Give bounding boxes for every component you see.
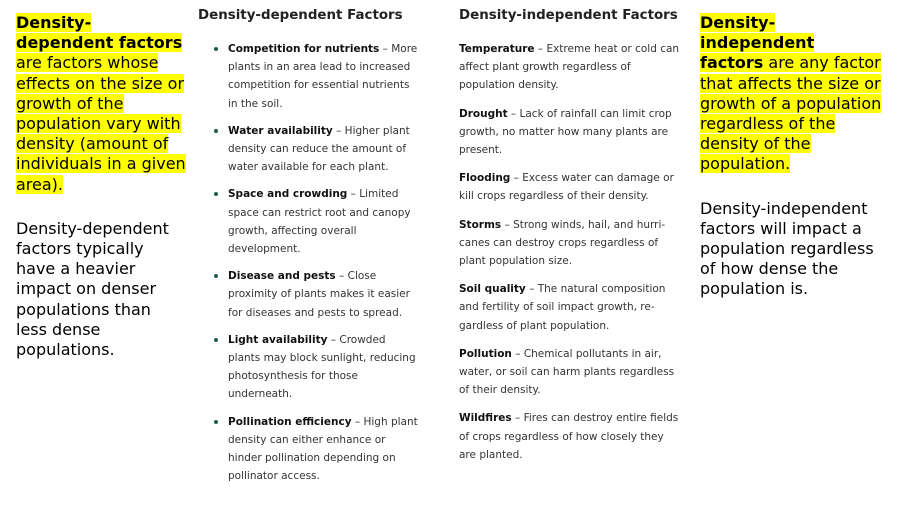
independent-definition-term: Density-independent factors bbox=[700, 13, 815, 73]
dependent-factor-item: Light availability – Crowded plants may … bbox=[214, 331, 420, 404]
dependent-factor-item: Competition for nutrients – More plants … bbox=[214, 40, 420, 113]
dependent-definition-text: are factors whose effects on the size or… bbox=[16, 53, 186, 194]
independent-definition-text: are any factor that affects the size or … bbox=[700, 53, 882, 174]
independent-definition: Density-independent factors are any fact… bbox=[700, 13, 882, 175]
factor-description: – High plant density can either enhance … bbox=[228, 415, 418, 483]
dependent-factor-item: Disease and pests – Close proximity of p… bbox=[214, 267, 420, 322]
left-definition-column: Density-dependent factors are factors wh… bbox=[16, 13, 186, 360]
dependent-note: Density-dependent factors typically have… bbox=[16, 218, 169, 360]
bullet-icon bbox=[214, 337, 218, 342]
factor-description: – Higher plant density can reduce the am… bbox=[228, 124, 410, 174]
independent-factor-item: Soil quality – The natural composition a… bbox=[459, 280, 681, 335]
factor-description: – Extreme heat or cold can affect plant … bbox=[459, 43, 680, 92]
bullet-icon bbox=[214, 419, 218, 424]
factor-term: Wildfires bbox=[459, 412, 512, 425]
dependent-factors-title: Density-dependent Factors bbox=[198, 8, 403, 23]
dependent-factors-list: Competition for nutrients – More plants … bbox=[198, 40, 420, 485]
factor-term: Storms bbox=[459, 218, 502, 231]
factor-term: Drought bbox=[459, 107, 508, 120]
bullet-icon bbox=[214, 47, 218, 51]
factor-description: – Lack of rainfall can limit crop growth… bbox=[459, 107, 672, 157]
factor-term: Light availability bbox=[228, 333, 328, 346]
independent-factor-item: Wildfires – Fires can destroy entire fie… bbox=[459, 409, 681, 464]
factor-term: Pollution bbox=[459, 347, 512, 360]
dependent-factor-item: Water availability – Higher plant densit… bbox=[214, 122, 420, 177]
right-definition-column: Density-independent factors are any fact… bbox=[700, 13, 882, 300]
factor-description: – Excess water can damage or kill crops … bbox=[459, 172, 674, 203]
dependent-definition-term: Density-dependent factors bbox=[16, 13, 183, 53]
independent-note: Density-independent factors will impact … bbox=[700, 198, 874, 299]
factor-description: – Chemical pollutants in air, water, or … bbox=[459, 347, 675, 397]
factor-term: Pollination efficiency bbox=[228, 415, 352, 428]
bullet-icon bbox=[214, 128, 218, 133]
independent-factor-item: Drought – Lack of rainfall can limit cro… bbox=[459, 105, 681, 160]
dependent-factor-item: Pollination efficiency – High plant dens… bbox=[214, 413, 420, 486]
factor-description: – Limited space can restrict root and ca… bbox=[228, 188, 411, 256]
independent-factor-item: Flooding – Excess water can damage or ki… bbox=[459, 169, 681, 205]
factor-term: Water availability bbox=[228, 124, 333, 137]
factor-term: Space and crowding bbox=[228, 188, 348, 201]
factor-description: – Crowded plants may block sunlight, red… bbox=[228, 333, 416, 401]
bullet-icon bbox=[214, 274, 218, 279]
factor-term: Flooding bbox=[459, 172, 511, 185]
factor-term: Soil quality bbox=[459, 283, 526, 296]
factor-description: – Fires can destroy entire fields of cro… bbox=[459, 412, 679, 461]
factor-description: – The natural composition and fertility … bbox=[459, 283, 666, 332]
independent-factor-item: Temperature – Extreme heat or cold can a… bbox=[459, 40, 681, 95]
independent-factors-title: Density-independent Factors bbox=[459, 8, 678, 23]
factor-term: Temperature bbox=[459, 43, 535, 55]
dependent-definition: Density-dependent factors are factors wh… bbox=[16, 13, 186, 195]
factor-term: Disease and pests bbox=[228, 270, 336, 283]
dependent-factors-panel: Density-dependent Factors Competition fo… bbox=[198, 6, 420, 494]
factor-term: Competition for nutrients bbox=[228, 43, 380, 55]
independent-factors-panel: Density-independent Factors Temperature … bbox=[459, 6, 681, 474]
independent-factors-list: Temperature – Extreme heat or cold can a… bbox=[459, 40, 681, 464]
factor-description: – Strong winds, hail, and hurri-canes ca… bbox=[459, 218, 666, 268]
factor-description: – Close proximity of plants makes it eas… bbox=[228, 270, 410, 319]
dependent-factor-item: Space and crowding – Limited space can r… bbox=[214, 185, 420, 258]
independent-factor-item: Pollution – Chemical pollutants in air, … bbox=[459, 345, 681, 400]
bullet-icon bbox=[214, 192, 218, 197]
factor-description: – More plants in an area lead to increas… bbox=[228, 43, 418, 110]
independent-factor-item: Storms – Strong winds, hail, and hurri-c… bbox=[459, 216, 681, 271]
